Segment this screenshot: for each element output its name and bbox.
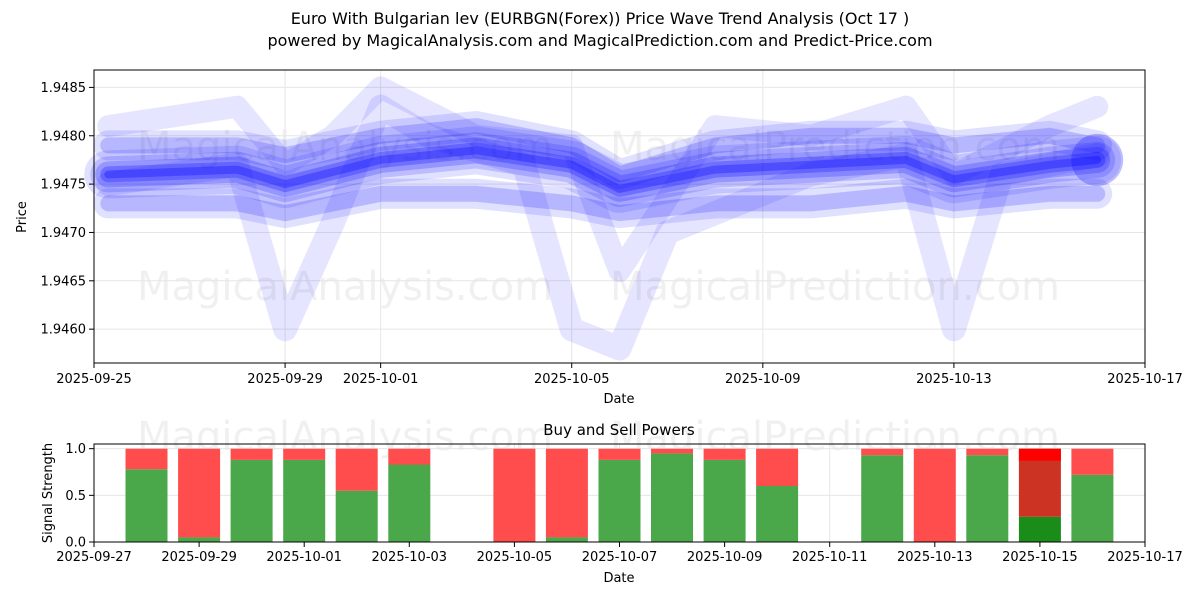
buy-sell-y-axis: 0.0 0.5 1.0 [65,442,94,551]
sell-bar [703,448,746,460]
buy-sell-x-tick-label: 2025-09-29 [161,550,237,565]
wave-line-wave-lower [93,178,1113,229]
price-plot-frame [93,69,1146,364]
price-wave-series [84,76,1124,361]
price-y-tick-label: 1.9485 [41,81,87,96]
buy-sell-chart: Buy and Sell Powers 2025-09-27 2025-09-29… [41,421,1183,586]
buy-sell-bars [125,448,1114,542]
price-wave-chart: 2025-09-25 2025-09-29 2025-10-01 2025-10-05… [15,69,1183,407]
sell-bar [178,448,221,538]
buy-sell-x-axis: 2025-09-27 2025-09-29 2025-10-01 2025-10-03… [56,542,1183,565]
buy-sell-title: Buy and Sell Powers [543,421,695,439]
buy-bar [230,459,273,542]
chart-title-line2: powered by MagicalAnalysis.com and Magic… [267,31,933,50]
sell-bar [598,448,641,460]
price-y-label: Price [15,201,30,233]
buy-bar [598,459,641,542]
buy-sell-y-label: Signal Strength [41,443,56,543]
buy-sell-y-tick-label: 0.5 [65,489,86,504]
wave-line-wave-center [95,137,1111,202]
buy-sell-x-label: Date [603,571,634,586]
wave-line-wave-faint-high [97,76,1109,283]
watermark-text: MagicalAnalysis.com [137,264,553,310]
price-x-label: Date [603,392,634,407]
price-y-tick-label: 1.9480 [41,129,87,144]
buy-bar [756,486,799,542]
watermark-text: MagicalPrediction.com [610,264,1060,310]
buy-sell-x-tick-label: 2025-10-11 [792,550,868,565]
buy-sell-x-tick-label: 2025-10-07 [582,550,658,565]
watermark-layer: MagicalAnalysis.com MagicalPrediction.com… [137,124,1060,460]
buy-bar [966,455,1009,542]
price-y-tick-label: 1.9465 [41,274,87,289]
buy-sell-y-tick-label: 0.0 [65,536,86,551]
sell-bar [756,448,799,486]
watermark-text: MagicalPrediction.com [610,124,1060,170]
buy-bar [388,464,431,542]
price-x-tick-label: 2025-09-25 [56,372,132,387]
buy-bar [1018,516,1061,542]
wave-line-wave-center [104,146,1102,193]
wave-line-wave-upper [93,111,1113,190]
buy-sell-x-tick-label: 2025-10-03 [372,550,448,565]
buy-sell-x-tick-label: 2025-10-05 [477,550,553,565]
buy-bar [335,490,378,542]
price-x-tick-label: 2025-10-17 [1107,372,1183,387]
buy-sell-x-tick-label: 2025-09-27 [56,550,132,565]
buy-sell-x-tick-label: 2025-10-01 [266,550,342,565]
wave-line-wave-center [100,142,1106,197]
price-y-tick-label: 1.9460 [41,323,87,338]
sell-bar [125,448,168,470]
sell-bar [230,448,273,460]
price-x-tick-label: 2025-10-09 [725,372,801,387]
wave-line-wave-center [84,126,1122,213]
price-x-tick-label: 2025-10-13 [916,372,992,387]
buy-sell-x-tick-label: 2025-10-13 [897,550,973,565]
buy-bar [1071,474,1114,542]
wave-line-wave-faint-low [96,94,1110,361]
buy-bar [283,459,326,542]
buy-bar [703,459,746,542]
chart-title-line1: Euro With Bulgarian lev (EURBGN(Forex)) … [290,9,910,28]
buy-sell-y-tick-label: 1.0 [65,442,86,457]
wave-line-wave-lower [100,185,1106,222]
sell-bar [545,448,588,538]
sell-bar [388,448,431,465]
price-x-tick-label: 2025-10-01 [343,372,419,387]
price-y-tick-label: 1.9470 [41,226,87,241]
buy-sell-x-tick-label: 2025-10-15 [1002,550,1078,565]
price-x-tick-label: 2025-09-29 [247,372,323,387]
price-x-axis: 2025-09-25 2025-09-29 2025-10-01 2025-10-05… [56,363,1183,387]
sell-bar-highlight [1018,448,1061,461]
buy-bar [178,537,221,542]
price-y-tick-label: 1.9475 [41,178,87,193]
price-x-tick-label: 2025-10-05 [534,372,610,387]
wave-line-wave-upper [100,118,1106,183]
sell-bar [493,448,536,542]
sell-bar [861,448,904,456]
sell-bar [1071,448,1114,475]
watermark-text: MagicalAnalysis.com [137,124,553,170]
sell-bar [651,448,693,454]
sell-bar [335,448,378,491]
sell-bar [913,448,956,542]
sell-bar [283,448,326,460]
buy-sell-x-tick-label: 2025-10-09 [687,550,763,565]
chart-title: Euro With Bulgarian lev (EURBGN(Forex)) … [0,8,1200,52]
wave-line-wave-center [90,132,1116,207]
buy-bar [861,455,904,542]
buy-bar [651,453,693,542]
price-y-axis: 1.9460 1.9465 1.9470 1.9475 1.9480 1.9485 [41,81,94,338]
sell-bar [966,448,1009,456]
buy-bar [545,537,588,542]
buy-bar [125,469,168,542]
buy-sell-x-tick-label: 2025-10-17 [1107,550,1183,565]
wave-end-cap [1071,133,1124,186]
